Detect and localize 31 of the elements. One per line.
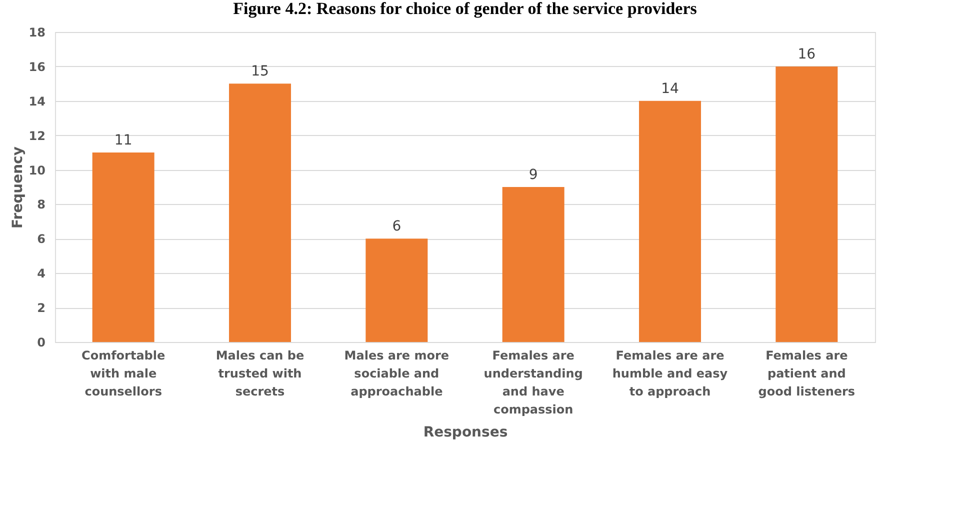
y-tick-label: 6 xyxy=(37,232,46,246)
chart-title: Figure 4.2: Reasons for choice of gender of the service providers xyxy=(233,0,698,18)
y-tick-label: 8 xyxy=(37,198,46,212)
bar xyxy=(92,152,154,342)
y-tick-label: 14 xyxy=(28,94,46,108)
bar xyxy=(229,84,291,342)
x-tick-label: Females are are humble and easy to approach xyxy=(612,348,728,398)
x-tick-label: Females are patient and good listeners xyxy=(758,348,856,398)
data-label: 6 xyxy=(392,218,402,235)
x-tick-label: Comfortable with male counsellors xyxy=(82,348,166,398)
x-tick-label: Males can be trusted with secrets xyxy=(216,348,304,398)
y-tick-label: 2 xyxy=(37,301,46,316)
data-label: 15 xyxy=(251,64,269,80)
y-axis-title: Frequency xyxy=(10,146,26,228)
y-tick-label: 0 xyxy=(37,336,46,350)
data-label: 9 xyxy=(528,167,538,183)
y-tick-label: 10 xyxy=(28,163,46,178)
data-label: 16 xyxy=(798,46,816,62)
y-tick-label: 16 xyxy=(28,60,46,74)
x-axis-title: Responses xyxy=(423,424,508,440)
bar xyxy=(639,100,701,342)
x-tick-label: Females are understanding and have compassion xyxy=(484,348,583,416)
data-label: 14 xyxy=(661,80,679,97)
y-tick-label: 18 xyxy=(28,26,46,40)
bar xyxy=(776,66,838,342)
data-label: 11 xyxy=(114,132,132,149)
bar xyxy=(502,187,564,342)
bar xyxy=(366,238,428,342)
x-tick-label: Males are more sociable and approachable xyxy=(344,348,450,398)
y-tick-label: 4 xyxy=(37,266,46,281)
y-tick-label: 12 xyxy=(28,128,46,143)
